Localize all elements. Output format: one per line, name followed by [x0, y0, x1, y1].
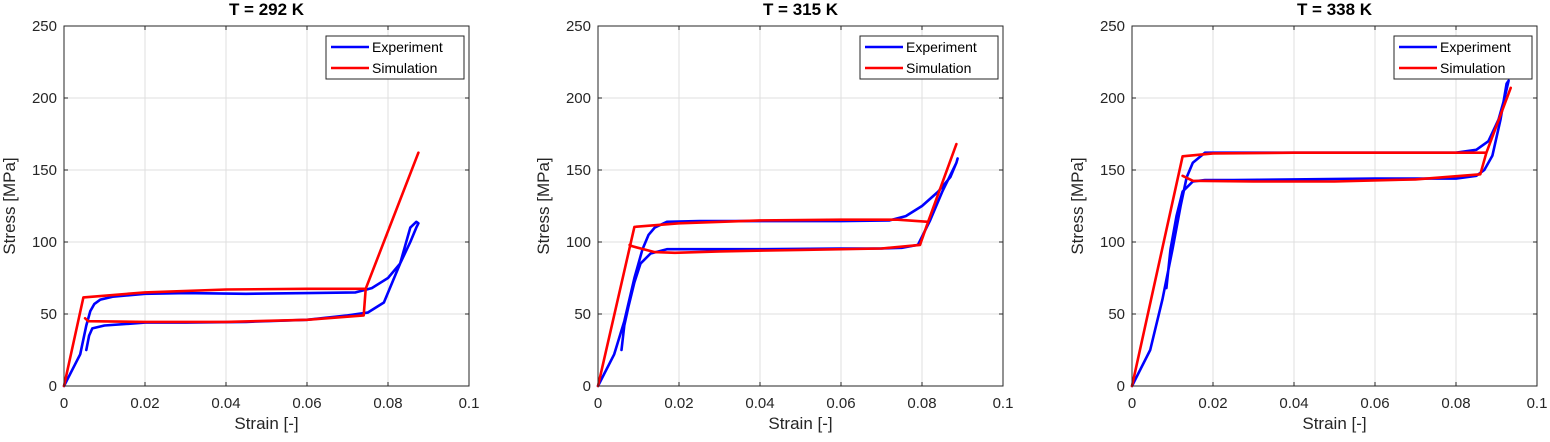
- x-tick-label: 0: [60, 395, 68, 412]
- series-line-simulation: [596, 142, 958, 388]
- y-axis-label: Stress [MPa]: [534, 157, 553, 254]
- x-tick-label: 0.08: [907, 395, 936, 412]
- y-tick-label: 0: [49, 378, 57, 395]
- axes-box: [1131, 25, 1538, 387]
- x-axis-label: Strain [-]: [234, 414, 298, 433]
- x-axis-label: Strain [-]: [1302, 414, 1366, 433]
- legend-label-experiment: Experiment: [372, 39, 443, 55]
- x-tick-label: 0.08: [1441, 395, 1470, 412]
- legend-label-experiment: Experiment: [1440, 39, 1511, 55]
- y-tick-label: 200: [1100, 90, 1125, 107]
- y-tick-label: 50: [40, 306, 57, 323]
- x-tick-label: 0.06: [1360, 395, 1389, 412]
- y-tick-label: 150: [566, 162, 591, 179]
- x-tick-label: 0.08: [373, 395, 402, 412]
- legend-label-simulation: Simulation: [372, 60, 437, 76]
- plot-area: [64, 26, 469, 386]
- y-tick-label: 0: [1117, 378, 1125, 395]
- y-tick-label: 0: [583, 378, 591, 395]
- y-tick-label: 100: [566, 234, 591, 251]
- x-tick-label: 0.02: [130, 395, 159, 412]
- legend-box: [1393, 35, 1533, 80]
- x-tick-label: 0: [1128, 395, 1136, 412]
- legend-label-simulation: Simulation: [1440, 60, 1505, 76]
- x-tick-label: 0.1: [993, 395, 1014, 412]
- subplot-292k: 0 0.02 0.04 0.06 0.08 0.1 0 50 100 150 200 250 T = 2…: [0, 0, 479, 433]
- y-tick-label: 150: [32, 162, 57, 179]
- legend-label-simulation: Simulation: [906, 60, 971, 76]
- y-axis-label: Stress [MPa]: [0, 157, 19, 254]
- x-tick-label: 0: [594, 395, 602, 412]
- series-line-simulation: [1130, 86, 1513, 388]
- y-tick-label: 200: [32, 90, 57, 107]
- y-tick-label: 100: [32, 234, 57, 251]
- x-tick-label: 0.04: [745, 395, 774, 412]
- x-tick-label: 0.06: [292, 395, 321, 412]
- chart-title: T = 292 K: [229, 0, 305, 19]
- x-tick-label: 0.1: [459, 395, 480, 412]
- y-tick-label: 50: [1108, 306, 1125, 323]
- axes-box: [63, 25, 470, 387]
- subplot-315k: 0 0.02 0.04 0.06 0.08 0.1 0 50 100 150 200 250 T = 3…: [534, 0, 1013, 433]
- legend: Experiment Simulation: [1393, 35, 1533, 80]
- legend-label-experiment: Experiment: [906, 39, 977, 55]
- x-tick-label: 0.02: [664, 395, 693, 412]
- y-tick-label: 50: [574, 306, 591, 323]
- x-tick-label: 0.02: [1198, 395, 1227, 412]
- y-tick-label: 250: [32, 18, 57, 35]
- y-tick-label: 100: [1100, 234, 1125, 251]
- chart-title: T = 338 K: [1297, 0, 1373, 19]
- x-tick-label: 0.04: [1279, 395, 1308, 412]
- series-line-simulation: [62, 151, 420, 388]
- legend: Experiment Simulation: [859, 35, 999, 80]
- y-tick-label: 200: [566, 90, 591, 107]
- plot-area: [598, 26, 1003, 386]
- x-tick-label: 0.04: [211, 395, 240, 412]
- legend-box: [325, 35, 465, 80]
- axes-box: [597, 25, 1004, 387]
- chart-title: T = 315 K: [763, 0, 839, 19]
- y-tick-label: 250: [1100, 18, 1125, 35]
- x-tick-label: 0.06: [826, 395, 855, 412]
- x-axis-label: Strain [-]: [768, 414, 832, 433]
- plot-area: [1132, 26, 1537, 386]
- x-tick-label: 0.1: [1527, 395, 1548, 412]
- subplot-338k: 0 0.02 0.04 0.06 0.08 0.1 0 50 100 150 200 250 T = 3…: [1068, 0, 1547, 433]
- y-tick-label: 250: [566, 18, 591, 35]
- legend: Experiment Simulation: [325, 35, 465, 80]
- y-tick-label: 150: [1100, 162, 1125, 179]
- y-axis-label: Stress [MPa]: [1068, 157, 1087, 254]
- legend-box: [859, 35, 999, 80]
